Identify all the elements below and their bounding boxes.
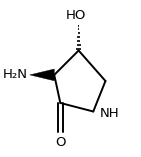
Polygon shape (30, 69, 54, 81)
Text: H₂N: H₂N (2, 68, 27, 81)
Text: O: O (55, 136, 66, 149)
Text: NH: NH (99, 107, 119, 120)
Text: HO: HO (66, 9, 86, 22)
